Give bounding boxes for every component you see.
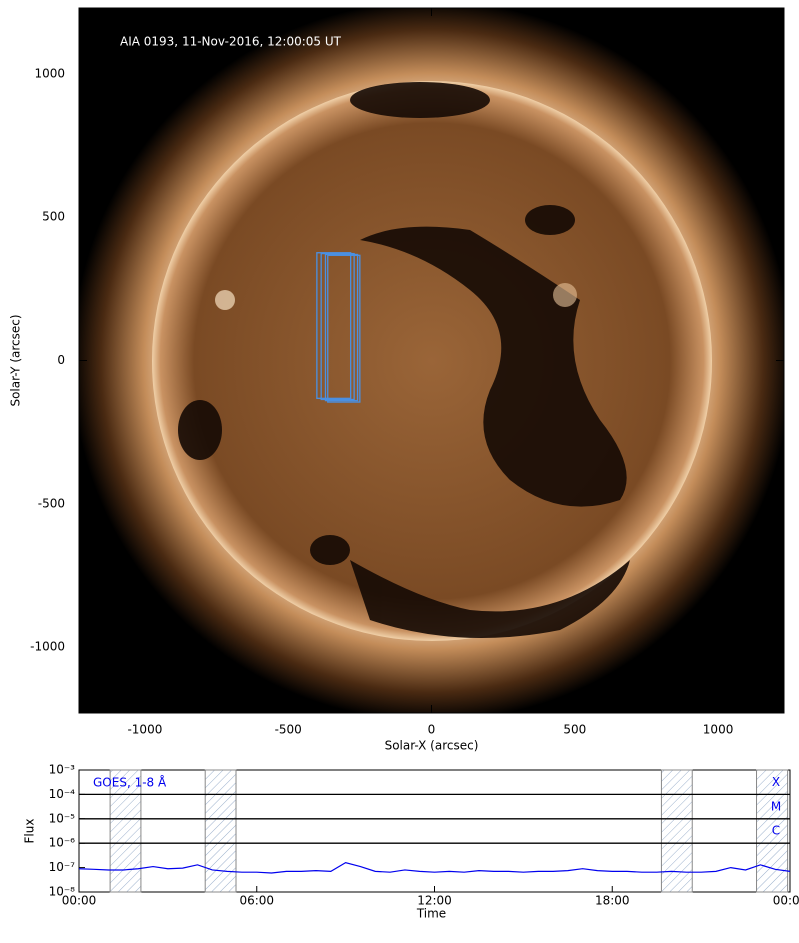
solar-image [79,8,784,713]
x-tick-label: 12:00 [417,894,452,908]
y-tick-label: -500 [38,496,65,510]
legend-label: GOES, 1-8 Å [93,775,167,790]
flare-level-label: M [771,799,781,813]
x-axis-label: Solar-X (arcsec) [385,739,479,753]
flare-level-label: X [772,775,780,789]
x-axis-label: Time [416,907,446,921]
y-axis-label: Flux [23,819,37,844]
y-tick-label: 0 [57,353,65,367]
x-tick-label: 06:00 [239,894,274,908]
hatched-interval [204,769,237,893]
y-tick-label: 10⁻⁶ [49,836,76,850]
image-title: AIA 0193, 11-Nov-2016, 12:00:05 UT [120,35,342,49]
x-tick-label: 00:00 [62,894,97,908]
fov-box [320,252,355,401]
x-tick-label: -500 [275,723,302,737]
y-tick-label: 1000 [34,66,65,80]
x-tick-label: 1000 [703,723,734,737]
hatched-interval [109,769,142,893]
y-tick-label: -1000 [30,640,65,654]
y-tick-label: 10⁻⁴ [49,787,76,801]
flux-line [78,861,791,874]
hatched-interval [660,769,693,893]
y-tick-label: 10⁻⁷ [49,860,76,874]
x-tick-label: 18:00 [595,894,630,908]
x-tick-label: 0 [428,723,436,737]
fov-box [316,252,352,399]
y-tick-label: 10⁻⁵ [49,811,76,825]
fov-box [324,253,359,402]
flare-level-label: C [772,824,780,838]
x-tick-label: 500 [563,723,586,737]
y-tick-label: 10⁻⁸ [49,885,76,899]
x-tick-label: 00:00 [773,894,799,908]
y-axis-label: Solar-Y (arcsec) [9,314,23,406]
hatched-interval [756,769,789,893]
y-tick-label: 500 [42,210,65,224]
fov-box [327,254,361,403]
y-tick-label: 10⁻³ [49,763,76,777]
x-tick-label: -1000 [127,723,162,737]
